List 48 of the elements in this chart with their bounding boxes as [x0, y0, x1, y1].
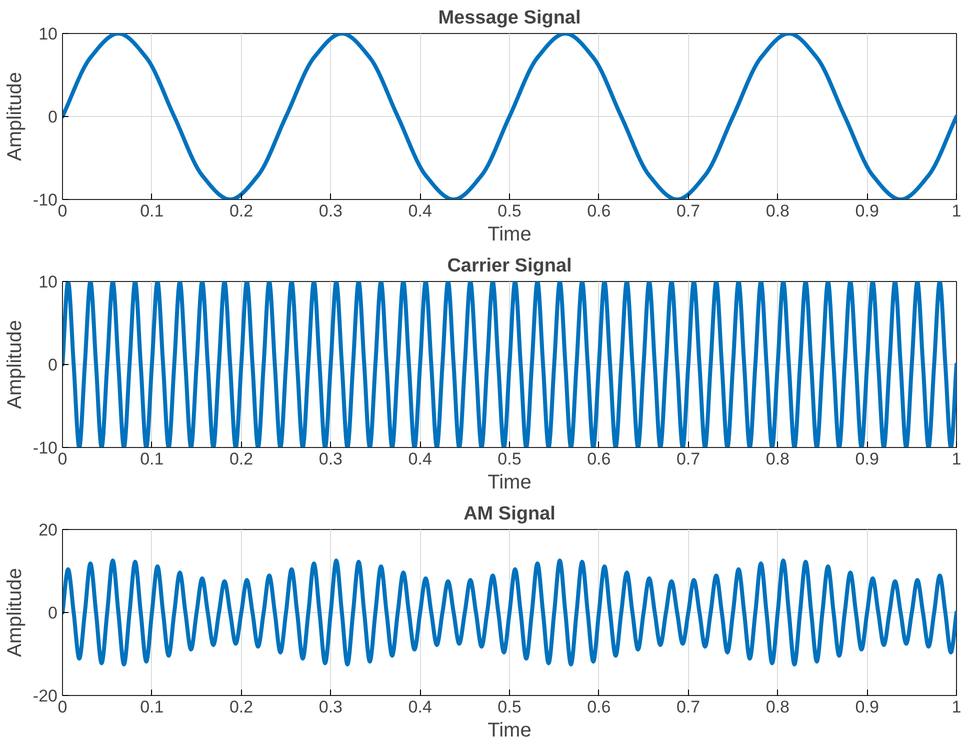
x-tick-label: 0.7 [676, 450, 700, 468]
x-tick-label: 0.5 [498, 450, 522, 468]
x-tick-label: 0.4 [408, 202, 432, 220]
y-tick-label: 0 [48, 108, 58, 126]
x-tick-label: 0.6 [587, 450, 611, 468]
x-tick-label: 0.6 [587, 202, 611, 220]
x-tick-label: 0.6 [587, 698, 611, 716]
y-tick-label: 0 [48, 356, 58, 374]
x-axis-title: Time [488, 472, 532, 494]
x-tick-label: 1 [952, 450, 962, 468]
x-tick-label: 0.4 [408, 698, 432, 716]
chart-title: Carrier Signal [447, 256, 572, 276]
y-tick-label: 0 [48, 604, 58, 622]
x-tick-label: 0.8 [766, 698, 790, 716]
x-tick-label: 1 [952, 202, 962, 220]
x-tick-label: 0.9 [855, 202, 879, 220]
x-tick-label: 0.2 [229, 202, 254, 220]
y-tick-label: 10 [38, 24, 58, 44]
x-tick-label: 0.4 [408, 450, 432, 468]
x-tick-label: 0.2 [229, 450, 254, 468]
x-tick-label: 0.2 [229, 698, 254, 716]
x-tick-label: 0.5 [498, 202, 522, 220]
x-tick-label: 0.5 [498, 698, 522, 716]
x-tick-label: 0.9 [855, 698, 879, 716]
chart-title: AM Signal [464, 504, 556, 524]
x-tick-label: 0.7 [676, 202, 700, 220]
x-tick-label: 1 [952, 698, 962, 716]
y-tick-label: -10 [32, 190, 58, 210]
x-axis-title: Time [488, 720, 532, 742]
y-axis-title: Amplitude [4, 72, 26, 161]
x-tick-label: 0.3 [318, 698, 343, 716]
y-tick-label: -20 [32, 686, 58, 706]
x-tick-label: 0.7 [676, 698, 700, 716]
x-tick-label: 0.1 [140, 450, 164, 468]
y-axis-title: Amplitude [4, 320, 26, 409]
x-tick-label: 0.8 [766, 202, 790, 220]
x-tick-label: 0.9 [855, 450, 879, 468]
x-tick-label: 0.3 [318, 450, 343, 468]
y-axis-title: Amplitude [4, 568, 26, 657]
y-tick-label: 10 [38, 272, 58, 292]
y-tick-label: 20 [38, 520, 58, 540]
x-axis-title: Time [488, 224, 532, 246]
x-tick-label: 0.3 [318, 202, 343, 220]
x-tick-label: 0.1 [140, 202, 164, 220]
x-tick-label: 0.1 [140, 698, 164, 716]
chart-title: Message Signal [438, 8, 581, 28]
y-tick-label: -10 [32, 438, 58, 458]
x-tick-label: 0.8 [766, 450, 790, 468]
